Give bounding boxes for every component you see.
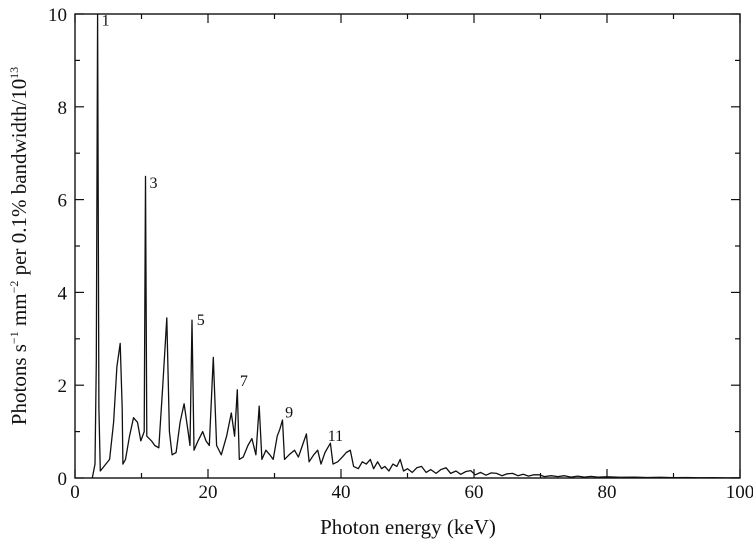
x-tick-label: 80 xyxy=(598,482,617,503)
y-tick-label: 0 xyxy=(58,469,68,490)
y-tick-label: 8 xyxy=(58,98,68,119)
x-tick-label: 100 xyxy=(726,482,753,503)
axis-ticks xyxy=(74,13,741,479)
y-tick-label: 4 xyxy=(58,283,68,304)
harmonic-label: 9 xyxy=(285,405,293,422)
harmonic-label: 11 xyxy=(328,428,343,445)
spectrum-line xyxy=(91,13,741,479)
x-axis-title: Photon energy (keV) xyxy=(320,515,496,539)
y-tick-label: 6 xyxy=(58,191,68,212)
x-tick-label: 0 xyxy=(70,482,80,503)
harmonic-label: 3 xyxy=(149,175,157,192)
y-tick-label: 2 xyxy=(58,376,68,397)
tick-labels: 0 20 40 60 80 100 0 2 4 6 8 10 xyxy=(48,5,753,503)
harmonic-label: 1 xyxy=(102,13,110,30)
harmonic-labels: 1 3 5 7 9 11 xyxy=(102,13,344,445)
harmonic-label: 5 xyxy=(197,312,205,329)
harmonic-label: 7 xyxy=(240,373,248,390)
plot-frame xyxy=(74,13,741,479)
x-tick-label: 20 xyxy=(199,482,218,503)
x-tick-label: 40 xyxy=(332,482,351,503)
x-tick-label: 60 xyxy=(465,482,484,503)
y-tick-label: 10 xyxy=(48,5,67,26)
y-axis-title: Photons s−1 mm−2 per 0.1% bandwidth/1013 xyxy=(7,67,31,425)
y-axis-title-text: Photons s−1 mm−2 per 0.1% bandwidth/1013 xyxy=(7,67,31,425)
